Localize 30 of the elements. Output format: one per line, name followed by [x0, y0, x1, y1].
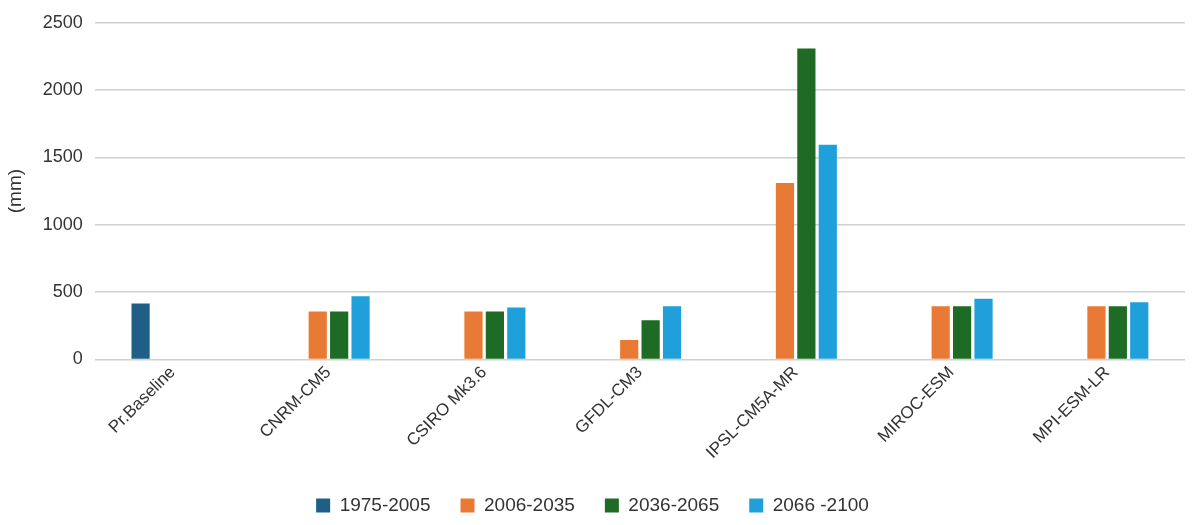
bar — [464, 311, 483, 359]
bar — [974, 298, 993, 359]
bar — [1087, 306, 1106, 359]
bar — [131, 303, 150, 359]
legend-label: 2066 -2100 — [772, 493, 869, 515]
bar — [641, 320, 660, 359]
bar — [1108, 306, 1127, 359]
legend-label: 2036-2065 — [628, 493, 720, 515]
y-tick-label: 1500 — [42, 146, 83, 167]
bar — [953, 306, 972, 359]
bar — [351, 296, 370, 359]
y-tick-label: 0 — [72, 348, 83, 369]
legend-label: 1975-2005 — [339, 493, 431, 515]
bar — [308, 311, 327, 359]
y-tick-label: 2500 — [42, 11, 83, 32]
bar — [775, 183, 795, 359]
bar — [662, 306, 682, 359]
bar — [931, 306, 950, 359]
bar — [485, 311, 504, 359]
y-tick-label: 500 — [52, 281, 83, 302]
bar — [797, 48, 816, 359]
y-tick-label: 1000 — [42, 213, 83, 234]
bar — [330, 311, 349, 359]
y-tick-label: 2000 — [42, 79, 83, 100]
bar — [620, 339, 639, 359]
y-axis-title: (mm) — [3, 168, 25, 214]
bar — [507, 307, 526, 359]
legend-label: 2006-2035 — [484, 493, 575, 515]
bar — [1130, 302, 1149, 359]
bar — [818, 144, 837, 359]
